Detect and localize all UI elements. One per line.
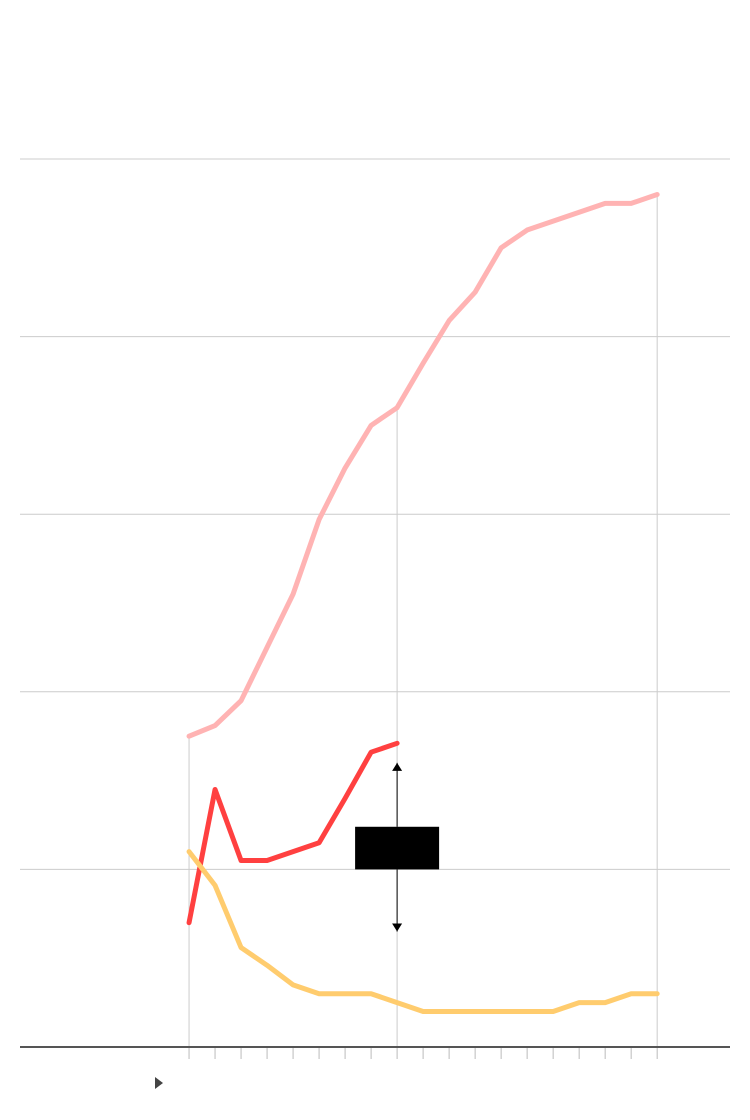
- play-icon[interactable]: [155, 1077, 163, 1089]
- line: [186, 192, 660, 739]
- whisker-cap: [392, 923, 403, 932]
- whisker-cap: [392, 762, 403, 771]
- line: [186, 740, 400, 926]
- box: [355, 826, 440, 870]
- line: [186, 849, 660, 1014]
